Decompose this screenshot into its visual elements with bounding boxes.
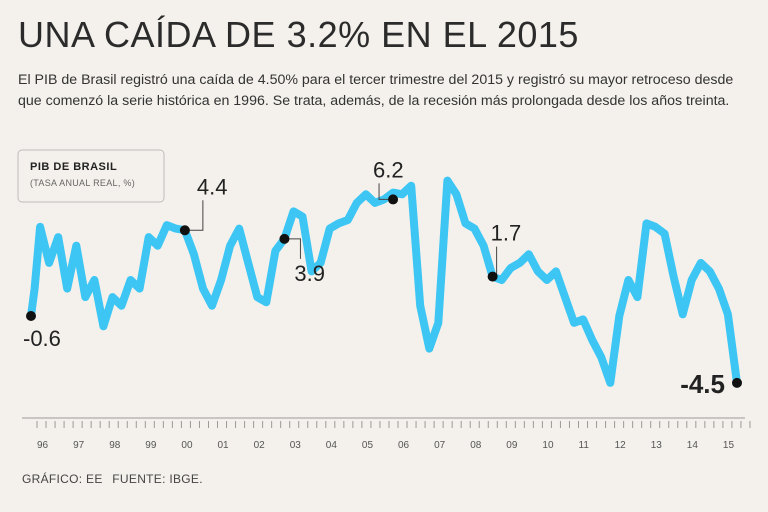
annotation-dot-2 (279, 233, 290, 244)
x-tick-label: 99 (145, 440, 157, 451)
legend-subtitle: (TASA ANUAL REAL, %) (30, 178, 135, 188)
chart-description: El PIB de Brasil registró una caída de 4… (18, 72, 734, 109)
annotation-dot-5 (732, 377, 742, 388)
legend-title: PIB DE BRASIL (30, 161, 117, 173)
annotation-leader-2 (284, 238, 301, 259)
x-tick-label: 06 (398, 440, 410, 451)
data-label-0: -0.6 (23, 326, 61, 351)
annotation-layer: -0.6 4.4 3.9 6.2 1.7 -4.5 (23, 157, 742, 399)
x-tick-label: 13 (651, 440, 663, 451)
annotation-dot-3 (388, 194, 399, 205)
x-tick-label: 09 (506, 440, 518, 451)
x-tick-label: 02 (254, 440, 266, 451)
annotation-dot-1 (179, 225, 190, 236)
legend-box (17, 149, 165, 203)
data-label-2: 3.9 (294, 261, 325, 286)
x-tick-label: 05 (362, 440, 374, 451)
annotation-leader-1 (184, 200, 204, 231)
x-tick-label: 15 (723, 440, 735, 451)
chart-title: UNA CAÍDA DE 3.2% EN EL 2015 (18, 14, 579, 55)
x-tick-label: 03 (290, 440, 302, 451)
x-tick-label: 01 (218, 440, 230, 451)
series-layer (27, 176, 741, 387)
data-label-1: 4.4 (197, 174, 228, 199)
x-tick-label: 08 (470, 440, 482, 451)
footer: GRÁFICO: EE FUENTE: IBGE. (22, 472, 203, 486)
data-label-4: 1.7 (491, 221, 522, 246)
x-tick-label: 12 (615, 440, 627, 451)
x-tick-label: 97 (73, 440, 85, 451)
x-tick-label: 14 (687, 440, 699, 451)
x-tick-label: 00 (181, 440, 193, 451)
annotation-dot-0 (26, 311, 36, 321)
series-line-0 (27, 176, 741, 387)
x-tick-label: 04 (326, 440, 338, 451)
x-tick-label: 10 (542, 440, 554, 451)
annotation-dot-4 (487, 271, 498, 282)
x-axis: 96 97 98 99 00 01 02 03 04 05 06 07 08 09 10 11 12 13 14 15 (22, 417, 751, 451)
x-tick-label: 96 (37, 440, 49, 451)
x-tick-label: 11 (579, 440, 590, 451)
data-label-3: 6.2 (373, 157, 404, 182)
x-tick-label: 98 (109, 440, 121, 451)
x-tick-label: 07 (434, 440, 446, 451)
data-label-5: -4.5 (680, 369, 725, 399)
source-text: FUENTE: IBGE. (112, 472, 203, 486)
credit-text: GRÁFICO: EE (22, 472, 103, 486)
